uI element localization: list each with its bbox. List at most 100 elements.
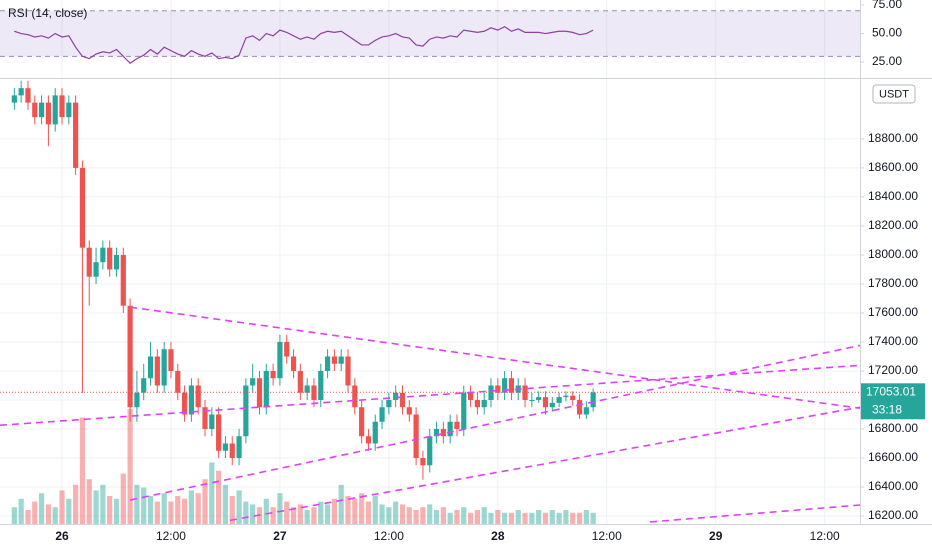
candle-body	[304, 385, 310, 393]
volume-bar	[454, 510, 460, 524]
candle-body	[195, 385, 201, 408]
volume-bar	[86, 479, 92, 524]
volume-bar	[427, 504, 433, 524]
volume-bar	[222, 484, 229, 524]
volume-bar	[529, 512, 535, 524]
volume-bar	[100, 484, 106, 524]
y-tick-label: 17600.00	[868, 305, 918, 319]
y-tick-label: 18400.00	[868, 189, 918, 203]
candle-body	[427, 436, 433, 466]
last-price-box	[861, 383, 925, 420]
trend-lines	[0, 306, 860, 523]
candle-body	[331, 356, 337, 364]
volume-bar	[467, 512, 474, 524]
volume-bar	[372, 496, 378, 524]
currency: USDT	[879, 88, 909, 100]
x-tick-label: 29	[709, 529, 723, 543]
volume-bar	[73, 484, 79, 524]
y-tick-label: 16800.00	[868, 421, 918, 435]
candle-body	[79, 167, 86, 248]
candle-body	[420, 458, 426, 466]
volume-bar	[250, 504, 256, 524]
candle-body	[243, 385, 249, 437]
volume-bar	[216, 470, 222, 524]
candle-body	[100, 247, 106, 263]
volume-bar	[25, 510, 31, 524]
volume-bar	[120, 473, 126, 524]
candle-body	[168, 349, 174, 371]
volume-bar	[556, 512, 562, 524]
candle-body	[359, 407, 365, 437]
volume-bar	[318, 501, 324, 524]
candle-body	[263, 370, 269, 408]
candle-body	[290, 356, 297, 371]
candle-body	[113, 254, 120, 270]
candle-body	[229, 443, 235, 459]
volume-bar	[113, 498, 120, 524]
volume-bar	[79, 417, 86, 524]
volume-bar	[45, 504, 51, 524]
candle-body	[66, 102, 72, 118]
rsi-tick-label: 50.00	[872, 26, 902, 40]
candle-body	[222, 443, 229, 451]
candle-body	[447, 421, 453, 437]
candle-body	[141, 378, 147, 393]
volume-bar	[284, 501, 290, 524]
candle-body	[556, 397, 562, 403]
candle-body	[250, 378, 256, 386]
candle-body	[590, 392, 596, 408]
y-tick-label: 16200.00	[868, 508, 918, 522]
volume-bar	[175, 496, 181, 524]
candle-body	[461, 392, 467, 429]
candle-body	[175, 370, 181, 393]
volume-bar	[188, 490, 194, 524]
candle-body	[379, 407, 385, 422]
volume-bar	[508, 512, 515, 524]
volume-bar	[236, 490, 242, 524]
y-tick-label: 18000.00	[868, 247, 918, 261]
volume-bar	[229, 496, 235, 524]
candle-body	[236, 436, 242, 459]
volume-bar	[270, 507, 276, 524]
y-tick-label: 16400.00	[868, 479, 918, 493]
volume-bar	[18, 498, 24, 524]
y-tick-label: 18800.00	[868, 131, 918, 145]
volume-bar	[181, 498, 188, 524]
candle-body	[216, 414, 222, 451]
candle-body	[59, 95, 65, 118]
volume-bar	[447, 512, 453, 524]
rsi-tick-label: 25.00	[872, 54, 902, 68]
volume-bar	[461, 507, 467, 524]
volume-bar	[168, 501, 174, 524]
y-tick-label: 18600.00	[868, 160, 918, 174]
x-tick-label: 27	[273, 529, 287, 543]
candle-body	[393, 392, 399, 400]
candle-body	[481, 399, 487, 408]
candle-body	[399, 392, 406, 408]
rsi-title: RSI (14, close)	[8, 6, 87, 20]
volume-bar	[413, 510, 419, 524]
candle-body	[433, 428, 440, 437]
candle-body	[406, 407, 412, 415]
volume-bar	[263, 498, 269, 524]
volume-bar	[488, 512, 494, 524]
y-tick-label: 16600.00	[868, 450, 918, 464]
volume-bar	[549, 510, 555, 524]
volume-bar	[66, 498, 72, 524]
volume-bar	[542, 512, 549, 524]
volume-bar	[195, 493, 201, 524]
candle-body	[583, 407, 589, 415]
volume-bar	[243, 501, 249, 524]
candle-body	[38, 102, 45, 118]
volume-bar	[311, 507, 317, 524]
candle-body	[52, 95, 58, 125]
candle-body	[495, 385, 501, 393]
volume-bar	[127, 409, 133, 524]
rsi-pane	[0, 10, 860, 64]
trend-line	[229, 406, 860, 522]
volume-bar	[399, 504, 406, 524]
volume-bar	[515, 510, 521, 524]
volume-bar	[576, 512, 583, 524]
rsi-tick-label: 75.00	[872, 0, 902, 11]
